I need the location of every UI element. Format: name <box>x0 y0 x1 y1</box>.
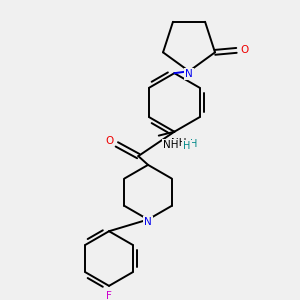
Text: N: N <box>185 69 193 79</box>
Text: H: H <box>183 141 191 151</box>
Text: F: F <box>106 291 112 300</box>
Text: O: O <box>240 45 248 56</box>
Text: NH: NH <box>170 138 186 148</box>
Text: O: O <box>105 136 113 146</box>
Text: H: H <box>190 140 198 149</box>
Text: NH: NH <box>163 140 178 150</box>
Text: N: N <box>144 218 152 227</box>
